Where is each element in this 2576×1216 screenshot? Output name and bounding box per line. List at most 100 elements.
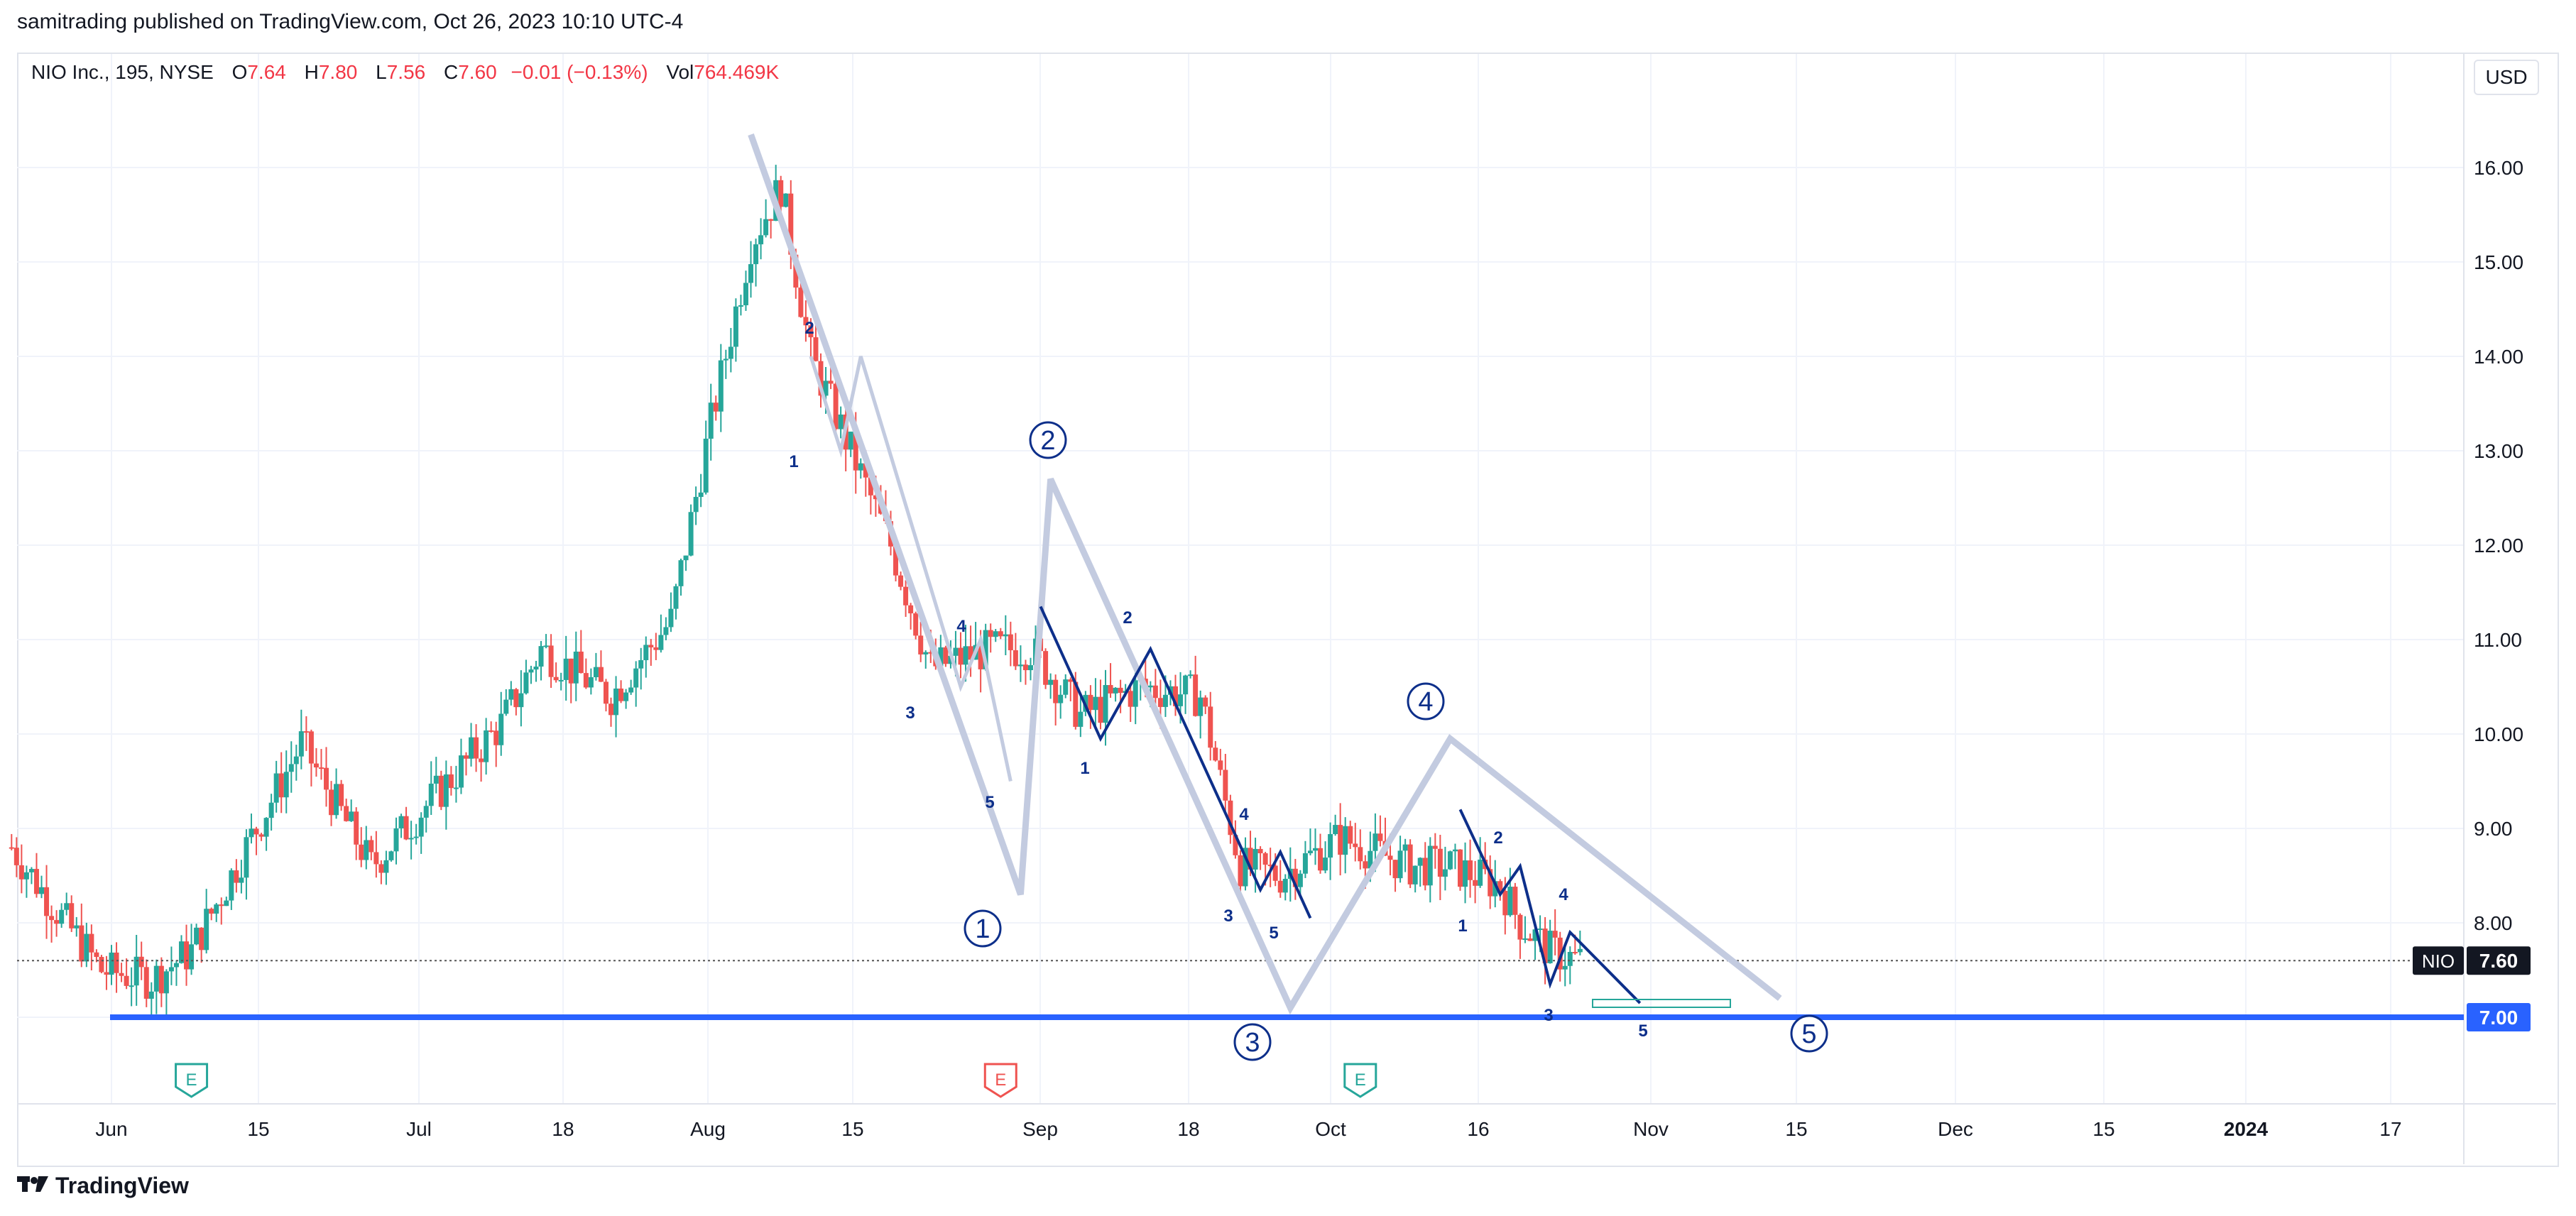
candle-up: [563, 658, 569, 680]
candle-down: [313, 763, 319, 768]
candle-down: [1358, 847, 1363, 862]
candle-down: [1363, 861, 1368, 869]
candle-down: [464, 755, 469, 759]
wave-major-label: 1: [975, 914, 990, 944]
candle-down: [1173, 686, 1178, 706]
candle-down: [1213, 747, 1218, 761]
candle-up: [1323, 858, 1328, 871]
candle-up: [1188, 674, 1194, 677]
candle-down: [94, 952, 99, 958]
x-tick-label: Jul: [406, 1118, 432, 1140]
earnings-marker: E: [175, 1063, 209, 1098]
candle-down: [448, 774, 454, 789]
symbol-tag-bg: [2413, 946, 2464, 975]
candle-up: [1333, 825, 1338, 835]
x-tick-label: Dec: [1938, 1118, 1973, 1140]
candle-up: [543, 645, 549, 647]
wave-minor-label: 4: [956, 617, 966, 636]
earnings-label: E: [995, 1070, 1006, 1090]
candle-down: [234, 870, 239, 883]
candle-down: [1267, 865, 1273, 867]
candle-down: [1157, 698, 1163, 707]
low-label: L: [376, 61, 387, 83]
candle-down: [798, 287, 804, 317]
change-value: −0.01 (−0.13%): [511, 61, 648, 83]
candle-up: [204, 909, 209, 951]
candle-up: [23, 872, 29, 880]
candle-down: [598, 667, 604, 682]
candle-down: [553, 677, 559, 681]
candle-up: [573, 651, 579, 684]
candle-up: [783, 193, 789, 207]
candle-up: [1027, 665, 1033, 671]
candle-down: [119, 973, 124, 976]
candle-up: [288, 764, 294, 772]
candle-up: [484, 730, 489, 762]
wave-minor-label: 3: [1544, 1006, 1553, 1025]
candle-down: [1502, 890, 1508, 916]
earnings-label: E: [1355, 1070, 1366, 1090]
candle-down: [618, 688, 624, 701]
volume-label: Vol: [666, 61, 694, 83]
wave-major-label: 5: [1801, 1019, 1816, 1049]
footer-brand[interactable]: TradingView: [17, 1171, 189, 1200]
candle-up: [1547, 931, 1553, 963]
x-tick-label: 17: [2379, 1118, 2401, 1140]
candle-up: [189, 944, 195, 970]
candle-up: [408, 838, 414, 840]
candle-down: [1512, 887, 1518, 915]
candle-down: [1338, 825, 1343, 855]
candle-up: [558, 679, 564, 681]
candle-down: [1488, 869, 1493, 897]
candle-up: [1507, 887, 1513, 916]
candle-down: [513, 689, 519, 708]
candle-up: [28, 869, 34, 872]
candle-up: [508, 689, 514, 700]
x-tick-label: 15: [2092, 1118, 2114, 1140]
candle-up: [748, 264, 754, 283]
currency-button[interactable]: USD: [2474, 60, 2539, 95]
published-info: samitrading published on TradingView.com…: [17, 10, 684, 33]
candle-down: [928, 652, 934, 654]
candle-down: [258, 834, 264, 837]
candle-up: [1093, 696, 1098, 711]
candle-down: [1437, 848, 1443, 877]
candle-up: [678, 560, 684, 586]
candle-up: [758, 235, 764, 245]
candle-up: [993, 631, 998, 637]
candle-down: [1277, 880, 1283, 893]
candle-down: [943, 647, 949, 664]
candle-down: [1008, 634, 1013, 651]
earnings-badge-shape: [175, 1063, 209, 1098]
candle-up: [224, 900, 229, 906]
chart-pane[interactable]: [17, 53, 2559, 1167]
candle-up: [693, 497, 699, 513]
candle-down: [898, 575, 904, 587]
candle-up: [848, 432, 853, 450]
candle-down: [1257, 848, 1263, 853]
candle-up: [229, 870, 234, 901]
candle-down: [1473, 880, 1478, 886]
y-tick-label: 12.00: [2474, 535, 2523, 557]
candle-up: [293, 756, 299, 765]
candle-up: [688, 512, 694, 556]
candle-down: [1392, 860, 1398, 879]
candle-up: [443, 774, 449, 807]
candle-down: [1088, 694, 1093, 711]
candle-up: [1243, 848, 1248, 887]
candle-up: [1417, 858, 1423, 866]
support-price-tag: 7.00: [2479, 1007, 2518, 1029]
candle-up: [528, 669, 534, 673]
candle-up: [1103, 685, 1108, 723]
candle-up: [364, 840, 369, 860]
y-tick-label: 11.00: [2474, 629, 2522, 651]
candle-up: [1427, 845, 1433, 886]
candle-up: [723, 358, 728, 361]
wave-minor-label: 2: [804, 319, 814, 338]
candle-down: [988, 630, 993, 637]
candle-up: [129, 985, 134, 987]
candle-up: [1567, 952, 1573, 966]
candle-up: [1113, 687, 1118, 694]
candle-down: [1233, 835, 1238, 855]
